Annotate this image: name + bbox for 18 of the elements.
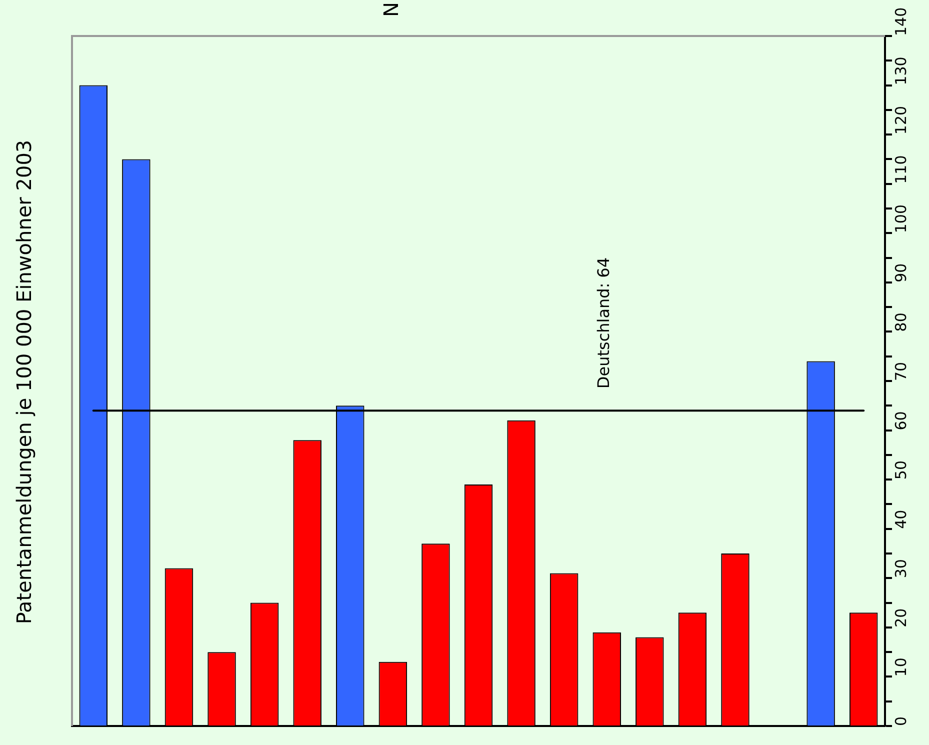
ref-line-label: Deutschland: 64: [594, 257, 614, 389]
y-tick-label: 90: [892, 263, 910, 282]
y-tick-label: 80: [892, 312, 910, 332]
y-tick-label: 20: [892, 608, 910, 628]
y-tick-label: 0: [892, 716, 910, 726]
y-tick-label: 110: [892, 155, 910, 184]
y-tick-label: 120: [892, 106, 910, 135]
y-axis-title: Patentanmeldungen je 100 000 Einwohner 2003: [12, 140, 36, 624]
chart-title: N: [379, 2, 404, 17]
y-tick-label: 130: [892, 56, 910, 86]
y-tick-label: 100: [892, 204, 910, 234]
y-tick-label: 30: [892, 559, 910, 578]
y-tick-label: 60: [892, 411, 910, 430]
y-tick-label: 40: [892, 510, 910, 529]
y-tick-label: 70: [892, 362, 910, 381]
y-tick-label: 50: [892, 460, 910, 480]
y-tick-label: 10: [892, 658, 910, 677]
y-tick-label: 140: [892, 7, 910, 36]
